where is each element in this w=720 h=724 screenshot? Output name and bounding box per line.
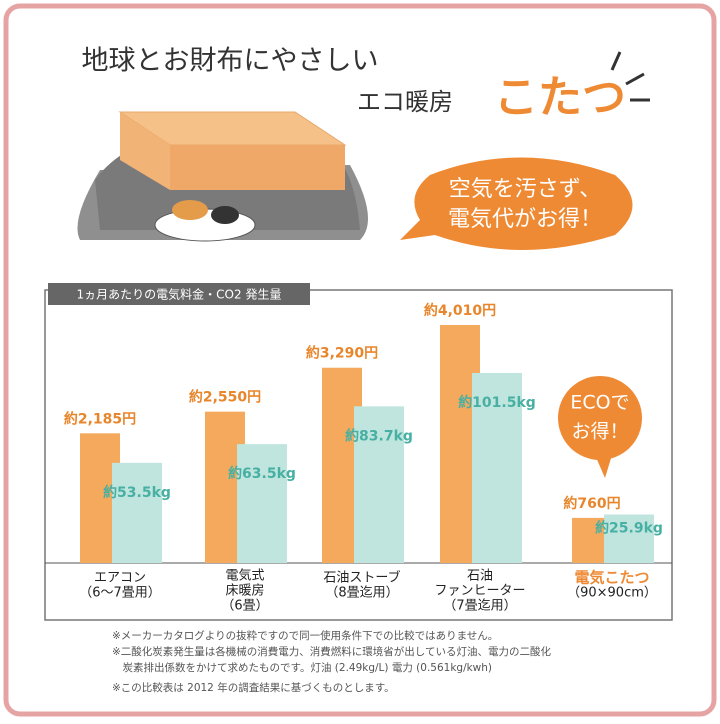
- bar: [604, 514, 654, 563]
- bar: [354, 406, 404, 563]
- eco-badge-tail: [595, 455, 612, 478]
- category-label: （6～7畳用）: [79, 586, 161, 601]
- value-label: 約760円: [563, 495, 620, 512]
- category-label: （8畳迄用）: [325, 586, 398, 601]
- chart-title-tab: [48, 283, 310, 305]
- speech-bubble: [400, 157, 633, 250]
- value-label: 約101.5kg: [458, 394, 536, 411]
- value-label: 約3,290円: [306, 345, 378, 362]
- category-label: 電気こたつ: [574, 569, 649, 587]
- value-label: 約2,550円: [189, 389, 261, 406]
- value-label: 約83.7kg: [345, 427, 413, 444]
- eco-badge: [558, 376, 642, 460]
- category-label: 床暖房: [225, 583, 264, 599]
- title-highlight: こたつ: [494, 72, 626, 123]
- note: ※二酸化炭素発生量は各機械の消費電力、消費燃料に環境省が出している灯油、電力の二…: [112, 645, 551, 658]
- badge-text: お得！: [571, 421, 628, 443]
- bubble-text: 空気を汚さず、: [449, 177, 601, 202]
- accent-lines: [610, 51, 650, 102]
- category-label: （6畳）: [221, 599, 268, 614]
- bar: [112, 462, 162, 563]
- note: ※この比較表は 2012 年の調査結果に基づくものとします。: [112, 681, 395, 694]
- note: 炭素排出係数をかけて求めたものです。灯油 (2.49kg/L) 電力 (0.56…: [112, 661, 492, 674]
- value-label: 約4,010円: [424, 302, 496, 319]
- category-label: エアコン: [94, 571, 146, 586]
- bubble-text: 電気代がお得！: [448, 207, 602, 232]
- value-label: 約25.9kg: [595, 520, 663, 537]
- badge-text: ECOで: [570, 392, 629, 414]
- bar: [472, 373, 522, 563]
- value-label: 約2,185円: [64, 410, 136, 427]
- category-label: （7畳迄用）: [443, 599, 516, 614]
- note: ※メーカーカタログよりの抜粋ですので同一使用条件下での比較ではありません。: [112, 629, 498, 642]
- category-label: ファンヒーター: [434, 584, 525, 599]
- title-line: エコ暖房: [357, 88, 453, 116]
- bar: [237, 444, 287, 563]
- category-label: （90×90cm）: [567, 586, 657, 601]
- category-label: 電気式: [225, 568, 264, 584]
- title-line: 地球とお財布にやさしい: [82, 46, 379, 77]
- kotatsu-illustration: [77, 111, 368, 242]
- chart-title: 1ヵ月あたりの電気料金・CO2 発生量: [77, 287, 282, 302]
- value-label: 約63.5kg: [228, 465, 296, 482]
- category-label: 石油: [467, 569, 493, 584]
- category-label: 石油ストーブ: [323, 570, 400, 586]
- value-label: 約53.5kg: [103, 484, 171, 501]
